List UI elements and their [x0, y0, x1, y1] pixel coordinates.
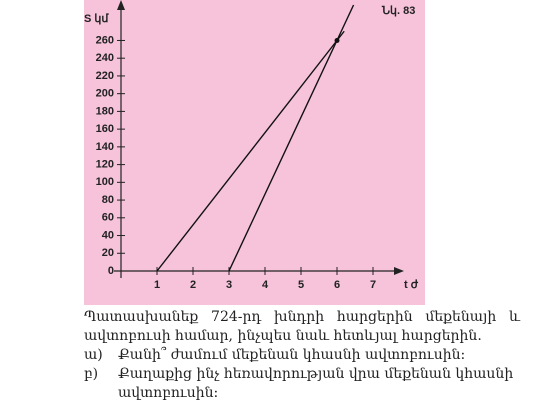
question: ա) Քանի՞ ժամում մեքենան կհասնի ավտոբուսին…	[84, 346, 520, 365]
y-tick-label: 0	[108, 265, 114, 277]
question-text: Քանի՞ ժամում մեքենան կհասնի ավտոբուսին:	[118, 347, 466, 363]
y-tick-label: 220	[96, 70, 114, 82]
y-axis-label: S կմ	[84, 13, 109, 25]
x-tick-label: 4	[262, 279, 269, 291]
chart: S կմ t ժ Նկ. 83 0 20 40 60 80 100 120 140 160 180…	[84, 0, 425, 305]
marker: ա)	[84, 347, 103, 363]
intersection-point	[334, 37, 340, 43]
y-tick-label: 200	[96, 88, 114, 100]
y-tick-label: 100	[96, 176, 114, 188]
marker: բ)	[84, 366, 99, 382]
series-line	[228, 4, 355, 272]
y-tick-label: 20	[102, 247, 114, 259]
chart-background	[84, 0, 425, 305]
x-arrow	[394, 267, 404, 275]
y-tick-label: 240	[96, 52, 114, 64]
y-tick-label: 180	[96, 105, 114, 117]
question-text: Քաղաքից ինչ հեռավորության վրա մեքենան կհ…	[118, 366, 514, 401]
y-arrow	[117, 0, 125, 10]
question: բ) Քաղաքից ինչ հեռավորության վրա մեքենան …	[84, 365, 520, 403]
y-tick-label: 80	[102, 194, 114, 206]
x-tick-label: 6	[334, 279, 340, 291]
y-tick-label: 260	[96, 34, 114, 46]
y-tick-label: 120	[96, 159, 114, 171]
y-tick-label: 160	[96, 123, 114, 135]
text-block: Պատասխանեք 724-րդ խնդրի հարցերին մեքենայ…	[84, 308, 520, 403]
series-line	[156, 30, 345, 272]
x-tick-label: 3	[226, 279, 232, 291]
figure-label: Նկ. 83	[381, 5, 415, 17]
y-tick-label: 140	[96, 141, 114, 153]
x-tick-label: 5	[298, 279, 304, 291]
x-tick-label: 1	[154, 279, 160, 291]
y-tick-label: 60	[102, 212, 114, 224]
intro: Պատասխանեք 724-րդ խնդրի հարցերին մեքենայ…	[84, 309, 520, 344]
x-tick-label: 2	[190, 279, 196, 291]
x-axis-label: t ժ	[404, 279, 419, 291]
x-tick-label: 7	[370, 279, 376, 291]
y-tick-label: 40	[102, 229, 114, 241]
